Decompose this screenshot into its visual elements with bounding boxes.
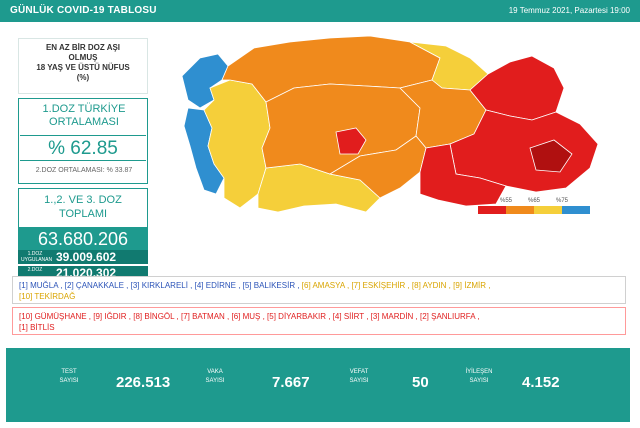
stat-label: VEFAT SAYISI: [336, 368, 382, 386]
legend-label: %75: [556, 198, 569, 204]
dose1-label-line: 1.DOZ TÜRKİYE: [42, 103, 126, 115]
dose1-administered-value: 39.009.602: [56, 250, 117, 264]
total-label-line: 1.,2. VE 3. DOZ: [44, 194, 122, 206]
stat-label-line: VEFAT: [349, 369, 369, 375]
page-title: GÜNLÜK COVID-19 TABLOSU: [10, 5, 157, 16]
stat-value: 4.152: [522, 374, 560, 391]
label-line: 1.DOZ: [27, 251, 43, 257]
dose1-average-box: 1.DOZ TÜRKİYE ORTALAMASI % 62.85 2.DOZ O…: [18, 98, 148, 184]
heading-line: OLMUŞ: [68, 53, 98, 62]
dose2-administered-label: 2.DOZ: [27, 267, 43, 273]
stat-label-line: VAKA: [207, 369, 223, 375]
vaccination-heading-card: EN AZ BİR DOZ AŞI OLMUŞ 18 YAŞ VE ÜSTÜ N…: [18, 38, 148, 94]
date-text: 19 Temmuz 2021, Pazartesi 19:00: [508, 6, 630, 15]
turkey-vaccination-map: %55 %65 %75: [181, 35, 599, 214]
top-provinces-group-blue: [1] MUĞLA , [2] ÇANAKKALE , [3] KIRKLARE…: [19, 281, 300, 290]
stat-label-line: SAYISI: [349, 378, 369, 384]
stat-value: 7.667: [272, 374, 310, 391]
stat-label-line: SAYISI: [205, 378, 225, 384]
top-provinces-row: [1] MUĞLA , [2] ÇANAKKALE , [3] KIRKLARE…: [19, 280, 619, 291]
dose2-administered-value: 21.020.302: [56, 266, 117, 276]
stat-label: TEST SAYISI: [46, 368, 92, 386]
legend-label: %55: [500, 198, 513, 204]
map-region-orange-southeast: [328, 135, 427, 199]
dose1-label-line: ORTALAMASI: [49, 116, 119, 128]
stat-value: 50: [412, 374, 429, 391]
top-provinces-row: [10] TEKİRDAĞ: [19, 292, 76, 301]
stat-label: VAKA SAYISI: [192, 368, 238, 386]
dose1-administered-row: 1.DOZ UYGULANAN 39.009.602: [18, 250, 148, 264]
stat-label-line: İYİLEŞEN: [465, 369, 493, 375]
daily-stats-bar: TEST SAYISI 226.513 VAKA SAYISI 7.667 VE…: [6, 348, 630, 422]
top-provinces-list: [1] MUĞLA , [2] ÇANAKKALE , [3] KIRKLARE…: [12, 276, 626, 304]
map-region-red-southeast: [419, 143, 507, 207]
map-legend: %55 %65 %75: [478, 198, 590, 214]
dose2-average-text: 2.DOZ ORTALAMASI: % 33.87: [35, 167, 133, 174]
legend-swatch-orange: [506, 206, 534, 214]
map-region-red-central: [335, 127, 367, 155]
stat-label: İYİLEŞEN SAYISI: [456, 368, 502, 386]
heading-line: EN AZ BİR DOZ AŞI: [45, 43, 121, 52]
legend-swatch-yellow: [534, 206, 562, 214]
stat-label-line: SAYISI: [469, 378, 489, 384]
legend-swatch-blue: [562, 206, 590, 214]
heading-line: (%): [76, 73, 90, 82]
dose1-percent-value: % 62.85: [20, 135, 146, 161]
bottom-provinces-row: [1] BİTLİS: [19, 323, 55, 332]
stat-label-line: TEST: [61, 369, 77, 375]
total-doses-label-box: 1.,2. VE 3. DOZ TOPLAMI: [18, 188, 148, 228]
bottom-provinces-list: [10] GÜMÜŞHANE , [9] IĞDIR , [8] BİNGÖL …: [12, 307, 626, 335]
legend-swatch-red: [478, 206, 506, 214]
map-region-darkred-east: [529, 139, 573, 173]
heading-line: 18 YAŞ VE ÜSTÜ NÜFUS: [36, 63, 130, 72]
total-label-line: TOPLAMI: [58, 208, 108, 220]
dose1-administered-label: 1.DOZ UYGULANAN: [21, 251, 53, 263]
header-bar: GÜNLÜK COVID-19 TABLOSU 19 Temmuz 2021, …: [0, 0, 640, 22]
label-line: UYGULANAN: [21, 257, 53, 263]
stat-value: 226.513: [116, 374, 171, 391]
top-provinces-group-yellow: [6] AMASYA , [7] ESKİŞEHİR , [8] AYDIN ,…: [299, 281, 491, 290]
map-region-blue-northwest: [181, 53, 229, 109]
stat-label-line: SAYISI: [59, 378, 79, 384]
bottom-provinces-row: [10] GÜMÜŞHANE , [9] IĞDIR , [8] BİNGÖL …: [19, 312, 480, 321]
dose1-label: 1.DOZ TÜRKİYE ORTALAMASI: [19, 103, 149, 129]
legend-label: %65: [528, 198, 541, 204]
total-doses-value: 63.680.206: [18, 228, 148, 250]
dose2-administered-row: 2.DOZ 21.020.302: [18, 266, 148, 276]
